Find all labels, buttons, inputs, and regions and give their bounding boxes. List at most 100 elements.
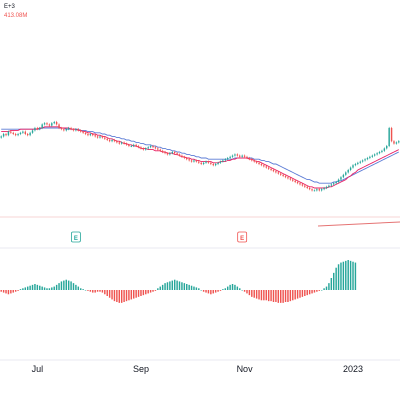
candle (190, 159, 193, 163)
candle (373, 153, 376, 157)
candle (395, 141, 398, 145)
candle-body (7, 131, 10, 136)
candle (159, 148, 161, 152)
candle (26, 132, 29, 137)
candle-body (296, 182, 299, 184)
candle-body (75, 129, 77, 131)
oscillator-bar (181, 282, 183, 290)
candle-body (72, 129, 75, 131)
oscillator-bar (272, 290, 275, 302)
oscillator-bar (289, 290, 292, 302)
oscillator-bar (333, 272, 335, 290)
oscillator-bar (354, 262, 357, 290)
candle (19, 131, 22, 136)
candle-body (361, 160, 364, 162)
oscillator-bar (142, 290, 145, 296)
candle-body (260, 164, 263, 166)
oscillator-bar (111, 290, 113, 300)
candle (193, 159, 195, 163)
oscillator-bar (292, 290, 294, 301)
candle (140, 146, 142, 150)
candle (0, 135, 2, 139)
candle (335, 180, 337, 185)
candle (198, 160, 200, 164)
candle (195, 159, 198, 163)
candle-body (171, 152, 174, 154)
candle-body (306, 186, 308, 188)
candle (258, 161, 260, 166)
oscillator-bar (243, 290, 246, 292)
time-axis: Jul Sep Nov 2023 (32, 364, 363, 374)
candle (22, 130, 24, 134)
candle (337, 178, 340, 184)
candle (171, 150, 174, 155)
candle-body (243, 155, 246, 157)
candle-body (226, 158, 229, 160)
candle-body (308, 188, 311, 190)
oscillator-bar (120, 290, 123, 303)
earnings-marker[interactable]: E (237, 231, 248, 243)
candle (169, 152, 171, 156)
oscillator-bar (113, 290, 116, 302)
candle (296, 180, 299, 185)
candle-body (46, 123, 48, 125)
candle-body (253, 160, 255, 162)
candle (217, 161, 219, 166)
oscillator-bar (198, 288, 200, 290)
oscillator-bar (345, 260, 347, 290)
candle-body (29, 132, 31, 136)
candle-body (246, 156, 248, 158)
candle-body (22, 131, 24, 133)
oscillator-bar (325, 286, 328, 290)
candle-body (145, 148, 147, 150)
candle (43, 122, 46, 126)
candle-body (39, 128, 41, 130)
oscillator-bar (31, 284, 34, 290)
candle (135, 143, 137, 148)
candle-body (173, 152, 176, 154)
candle (96, 135, 99, 139)
candle-body (265, 166, 267, 168)
oscillator-bar (330, 278, 333, 290)
oscillator-bar (5, 290, 7, 294)
oscillator-bar (287, 290, 289, 302)
candle (393, 140, 395, 145)
candle (36, 126, 39, 131)
oscillator-bar (275, 290, 277, 302)
oscillator-bar (340, 262, 342, 290)
oscillator-bar (210, 290, 212, 295)
candle (234, 153, 236, 157)
candle-body (176, 153, 178, 155)
candle-body (205, 161, 207, 163)
oscillator-bar (63, 280, 65, 290)
oscillator-bar (258, 290, 260, 300)
candle (67, 126, 70, 131)
candle-body (364, 159, 366, 161)
candle-body (161, 150, 164, 152)
candle (330, 183, 333, 187)
price-pane (0, 120, 400, 192)
candle (166, 152, 169, 156)
earnings-marker-box (237, 231, 248, 243)
candle-body (248, 158, 251, 160)
oscillator-bar (12, 290, 14, 293)
oscillator-bar (207, 290, 210, 294)
candle (58, 123, 60, 130)
x-tick-label: Sep (133, 364, 149, 374)
candle-body (386, 146, 388, 149)
candle-body (333, 183, 335, 185)
x-tick-label: Nov (237, 364, 254, 374)
candle-body (70, 128, 72, 130)
candle-body (359, 161, 361, 163)
candle (10, 130, 12, 134)
candle-body (89, 134, 92, 136)
moving-average-slow (1, 127, 400, 184)
candle (383, 147, 386, 152)
candle (390, 126, 393, 143)
oscillator-bar (22, 288, 24, 290)
oscillator-bar (320, 290, 323, 291)
earnings-marker[interactable]: E (71, 231, 81, 243)
candle (84, 131, 87, 136)
oscillator-bar (183, 283, 186, 290)
